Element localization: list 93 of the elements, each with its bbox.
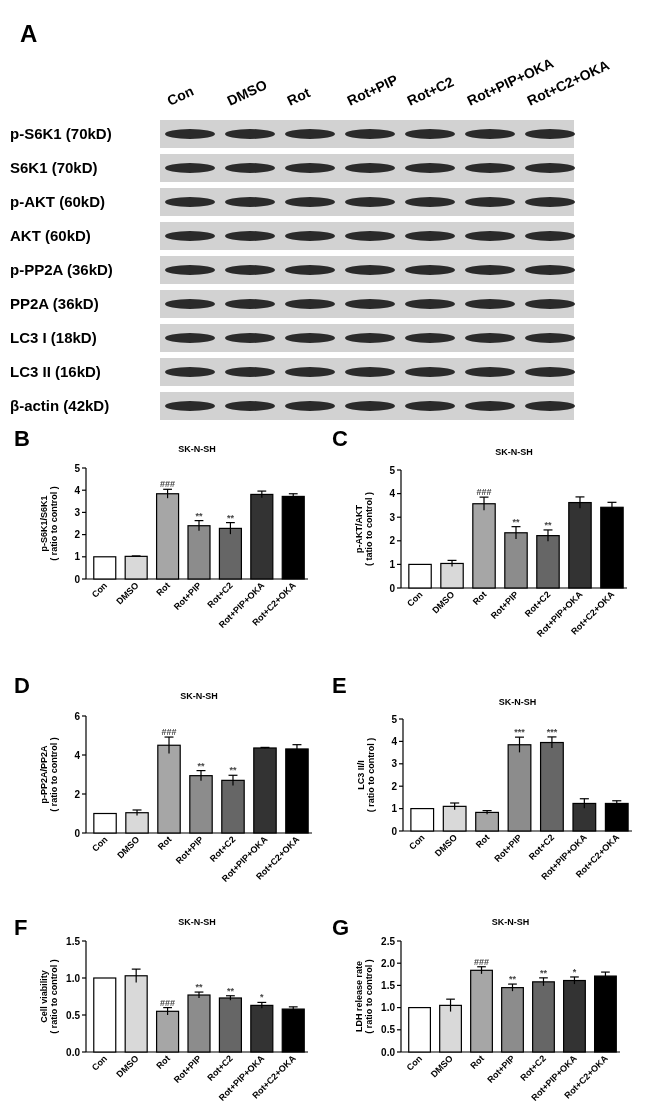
annotation: *	[572, 966, 577, 977]
y-tick-label: 2	[74, 788, 81, 800]
annotation: ***	[514, 727, 526, 738]
annotation: **	[226, 512, 235, 523]
y-tick-label: 2.5	[381, 935, 396, 947]
y-tick-label: 6	[74, 710, 81, 722]
y-tick-label: 2	[74, 529, 81, 541]
y-tick-label: 3	[74, 506, 81, 518]
annotation: **	[508, 974, 517, 985]
y-tick-label: 0.5	[381, 1024, 396, 1036]
y-tick-label: 0	[389, 582, 396, 594]
x-tick-label: Con	[404, 1053, 424, 1073]
annotation: **	[195, 510, 203, 521]
annotation: **	[539, 967, 548, 978]
annotation: **	[512, 516, 520, 527]
y-tick-label: 1	[391, 803, 398, 815]
y-tick-label: 5	[389, 464, 396, 476]
y-tick-label: 4	[389, 488, 396, 500]
chart-title: SK-N-SH	[495, 447, 533, 457]
category-label: Rot	[284, 84, 313, 109]
y-axis-title: LDH release rate ( ratio to control )	[354, 959, 374, 1034]
y-tick-label: 4	[391, 735, 398, 747]
x-tick-label: Con	[405, 589, 425, 609]
y-tick-label: 0	[74, 827, 81, 839]
annotation: **	[226, 985, 235, 996]
y-axis-title: LC3 II/I ( ratio to control )	[356, 737, 376, 813]
y-axis-title: p-AKT/AKT ( tatio to control )	[354, 492, 374, 566]
y-tick-label: 2.0	[381, 957, 396, 969]
x-tick-label: Con	[89, 1053, 110, 1073]
annotation: **	[195, 982, 203, 993]
category-label: LC3 I (18kD)	[10, 329, 97, 346]
text: B	[14, 426, 30, 451]
category-label: AKT (60kD)	[10, 227, 91, 244]
x-tick-label: Rot	[468, 1053, 486, 1072]
y-tick-label: 3	[389, 511, 396, 523]
y-axis-title: Cell viability ( ratio to control )	[39, 959, 59, 1034]
y-axis-title: p-S6K1/S6K1 ( ratio to control )	[39, 486, 59, 561]
annotation: ###	[474, 956, 490, 967]
y-tick-label: 5	[391, 713, 398, 725]
annotation: **	[544, 519, 552, 530]
x-tick-label: Con	[90, 834, 110, 854]
y-tick-label: 2	[391, 780, 398, 792]
y-tick-label: 1	[74, 551, 81, 563]
y-tick-label: 1	[389, 558, 396, 570]
y-axis-title: p-PP2A/PP2A ( ratio to control )	[39, 737, 59, 812]
y-tick-label: 4	[74, 749, 81, 761]
text: G	[332, 915, 350, 940]
category-label: S6K1 (70kD)	[10, 159, 98, 176]
x-tick-label: Rot	[154, 580, 172, 599]
y-tick-label: 0.5	[66, 1009, 81, 1021]
y-tick-label: 0.0	[381, 1046, 396, 1058]
y-tick-label: 3	[391, 758, 398, 770]
x-tick-label: Rot	[473, 832, 492, 851]
text: A	[20, 20, 38, 47]
x-tick-label: Rot	[154, 1053, 172, 1072]
annotation: *	[260, 992, 265, 1003]
annotation: ###	[161, 727, 177, 738]
category-label: PP2A (36kD)	[10, 295, 99, 312]
y-tick-label: 4	[74, 484, 81, 496]
text: D	[14, 673, 30, 698]
chart-title: SK-N-SH	[180, 691, 218, 701]
text: F	[14, 915, 28, 940]
chart-title: SK-N-SH	[491, 917, 530, 927]
category-label: p-AKT (60kD)	[10, 193, 106, 210]
category-label: β-actin (42kD)	[10, 397, 110, 414]
y-tick-label: 5	[74, 462, 81, 474]
y-tick-label: 1.5	[381, 979, 396, 991]
annotation: ###	[160, 479, 176, 490]
x-tick-label: Con	[407, 832, 427, 852]
annotation: **	[229, 765, 237, 776]
category-label: Con	[164, 82, 196, 109]
x-tick-label: Rot	[155, 834, 174, 853]
text: C	[332, 426, 348, 451]
category-label: p-PP2A (36kD)	[10, 261, 113, 278]
x-tick-label: Con	[89, 580, 110, 600]
y-tick-label: 1.0	[381, 1002, 396, 1014]
chart-title: SK-N-SH	[178, 917, 216, 927]
category-label: p-S6K1 (70kD)	[10, 125, 112, 142]
annotation: **	[197, 760, 205, 771]
y-tick-label: 0.0	[66, 1046, 81, 1058]
x-tick-label: Rot	[470, 589, 489, 608]
text: E	[332, 673, 347, 698]
annotation: ###	[160, 997, 176, 1008]
y-tick-label: 0	[391, 825, 398, 837]
annotation: ***	[546, 726, 558, 737]
y-tick-label: 1.5	[66, 935, 81, 947]
y-tick-label: 2	[389, 535, 396, 547]
chart-title: SK-N-SH	[498, 697, 537, 707]
category-label: LC3 II (16kD)	[10, 363, 101, 380]
chart-title: SK-N-SH	[178, 444, 216, 454]
y-tick-label: 0	[74, 573, 81, 585]
y-tick-label: 1.0	[66, 972, 81, 984]
annotation: ###	[476, 486, 492, 497]
